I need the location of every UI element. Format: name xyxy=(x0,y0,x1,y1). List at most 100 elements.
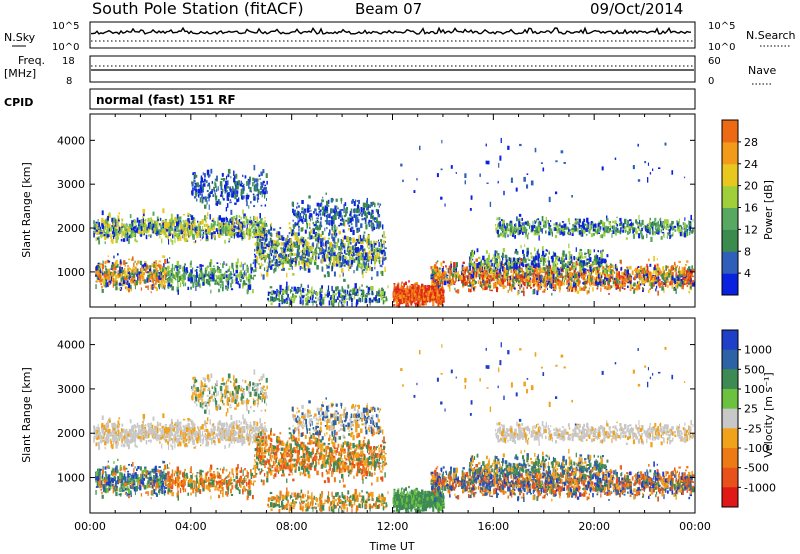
data-cell xyxy=(214,182,217,188)
data-cell xyxy=(559,266,562,272)
data-cell xyxy=(354,286,357,293)
data-cell xyxy=(448,281,451,285)
data-cell xyxy=(301,218,304,223)
data-cell xyxy=(314,262,317,266)
data-cell xyxy=(97,262,101,265)
data-cell xyxy=(255,229,257,232)
data-cell xyxy=(223,261,225,265)
data-cell xyxy=(231,279,234,284)
data-cell xyxy=(224,187,227,193)
data-cell xyxy=(349,210,352,215)
data-cell xyxy=(195,272,198,277)
data-cell xyxy=(228,268,230,273)
data-cell xyxy=(93,233,95,238)
data-cell xyxy=(286,240,289,245)
data-cell xyxy=(352,237,355,244)
data-cell xyxy=(393,284,396,290)
data-cell xyxy=(326,210,329,214)
data-cell xyxy=(174,278,177,281)
data-cell xyxy=(395,295,399,300)
data-cell xyxy=(624,283,626,287)
data-cell xyxy=(434,286,437,290)
data-cell xyxy=(256,194,258,197)
data-cell xyxy=(151,278,154,283)
data-cell xyxy=(343,220,345,226)
data-cell xyxy=(567,287,570,292)
data-cell xyxy=(348,295,351,300)
data-cell xyxy=(592,287,594,292)
data-cell xyxy=(140,273,143,276)
data-cell xyxy=(295,258,298,261)
data-cell xyxy=(283,289,286,294)
data-cell xyxy=(359,255,362,261)
data-cell xyxy=(182,234,185,238)
data-cell xyxy=(310,246,313,250)
data-cell xyxy=(336,211,338,216)
data-cell xyxy=(127,282,131,288)
data-cell xyxy=(428,290,431,295)
data-cell xyxy=(125,224,127,229)
data-cell xyxy=(167,221,170,228)
data-cell xyxy=(207,212,209,217)
data-cell xyxy=(134,260,136,263)
data-cell xyxy=(190,269,193,274)
data-cell xyxy=(297,238,300,242)
data-cell xyxy=(454,267,457,269)
data-cell xyxy=(356,288,359,294)
data-cell xyxy=(292,233,295,237)
data-cell xyxy=(365,224,368,227)
data-cell xyxy=(162,255,164,258)
data-cell xyxy=(367,212,370,215)
data-cell xyxy=(177,277,178,283)
data-cell xyxy=(260,191,263,194)
data-cell xyxy=(443,279,447,286)
data-cell xyxy=(125,234,128,239)
data-cell xyxy=(248,181,251,185)
data-cell xyxy=(313,300,316,303)
data-cell xyxy=(400,282,403,285)
data-cell xyxy=(162,277,164,282)
data-cell xyxy=(361,269,364,275)
data-cell xyxy=(245,195,248,200)
data-cell xyxy=(399,288,401,291)
data-cell xyxy=(289,245,292,249)
data-cell xyxy=(308,215,311,220)
data-cell xyxy=(357,252,359,258)
data-cell xyxy=(310,292,314,298)
data-cell xyxy=(203,230,206,232)
data-cell xyxy=(246,219,249,224)
data-cell xyxy=(113,270,116,274)
data-cell xyxy=(182,226,184,232)
data-cell xyxy=(306,291,309,296)
data-cell xyxy=(230,209,233,215)
data-cell xyxy=(260,171,263,176)
data-cell xyxy=(373,261,376,264)
data-cell xyxy=(216,188,218,192)
data-cell xyxy=(182,282,184,285)
data-cell xyxy=(348,251,351,256)
data-cell xyxy=(356,214,359,217)
data-cell xyxy=(288,226,292,229)
data-cell xyxy=(172,220,174,224)
data-cell xyxy=(438,267,441,270)
data-cell xyxy=(541,280,544,284)
data-cell xyxy=(353,201,356,207)
data-cell xyxy=(323,237,326,241)
data-cell xyxy=(487,268,489,272)
data-cell xyxy=(378,259,381,265)
data-cell xyxy=(260,262,263,267)
data-cell xyxy=(298,228,300,232)
data-cell xyxy=(367,221,370,225)
data-cell xyxy=(190,229,193,234)
data-cell xyxy=(100,235,102,239)
nave-tick-bottom: 0 xyxy=(708,76,714,87)
data-cell xyxy=(517,282,520,285)
data-cell xyxy=(233,233,235,239)
data-cell xyxy=(320,299,322,303)
data-cell xyxy=(365,298,368,303)
data-cell xyxy=(319,302,321,305)
data-cell xyxy=(176,230,179,232)
data-cell xyxy=(218,217,222,221)
data-cell xyxy=(379,248,382,253)
data-cell xyxy=(163,285,166,290)
